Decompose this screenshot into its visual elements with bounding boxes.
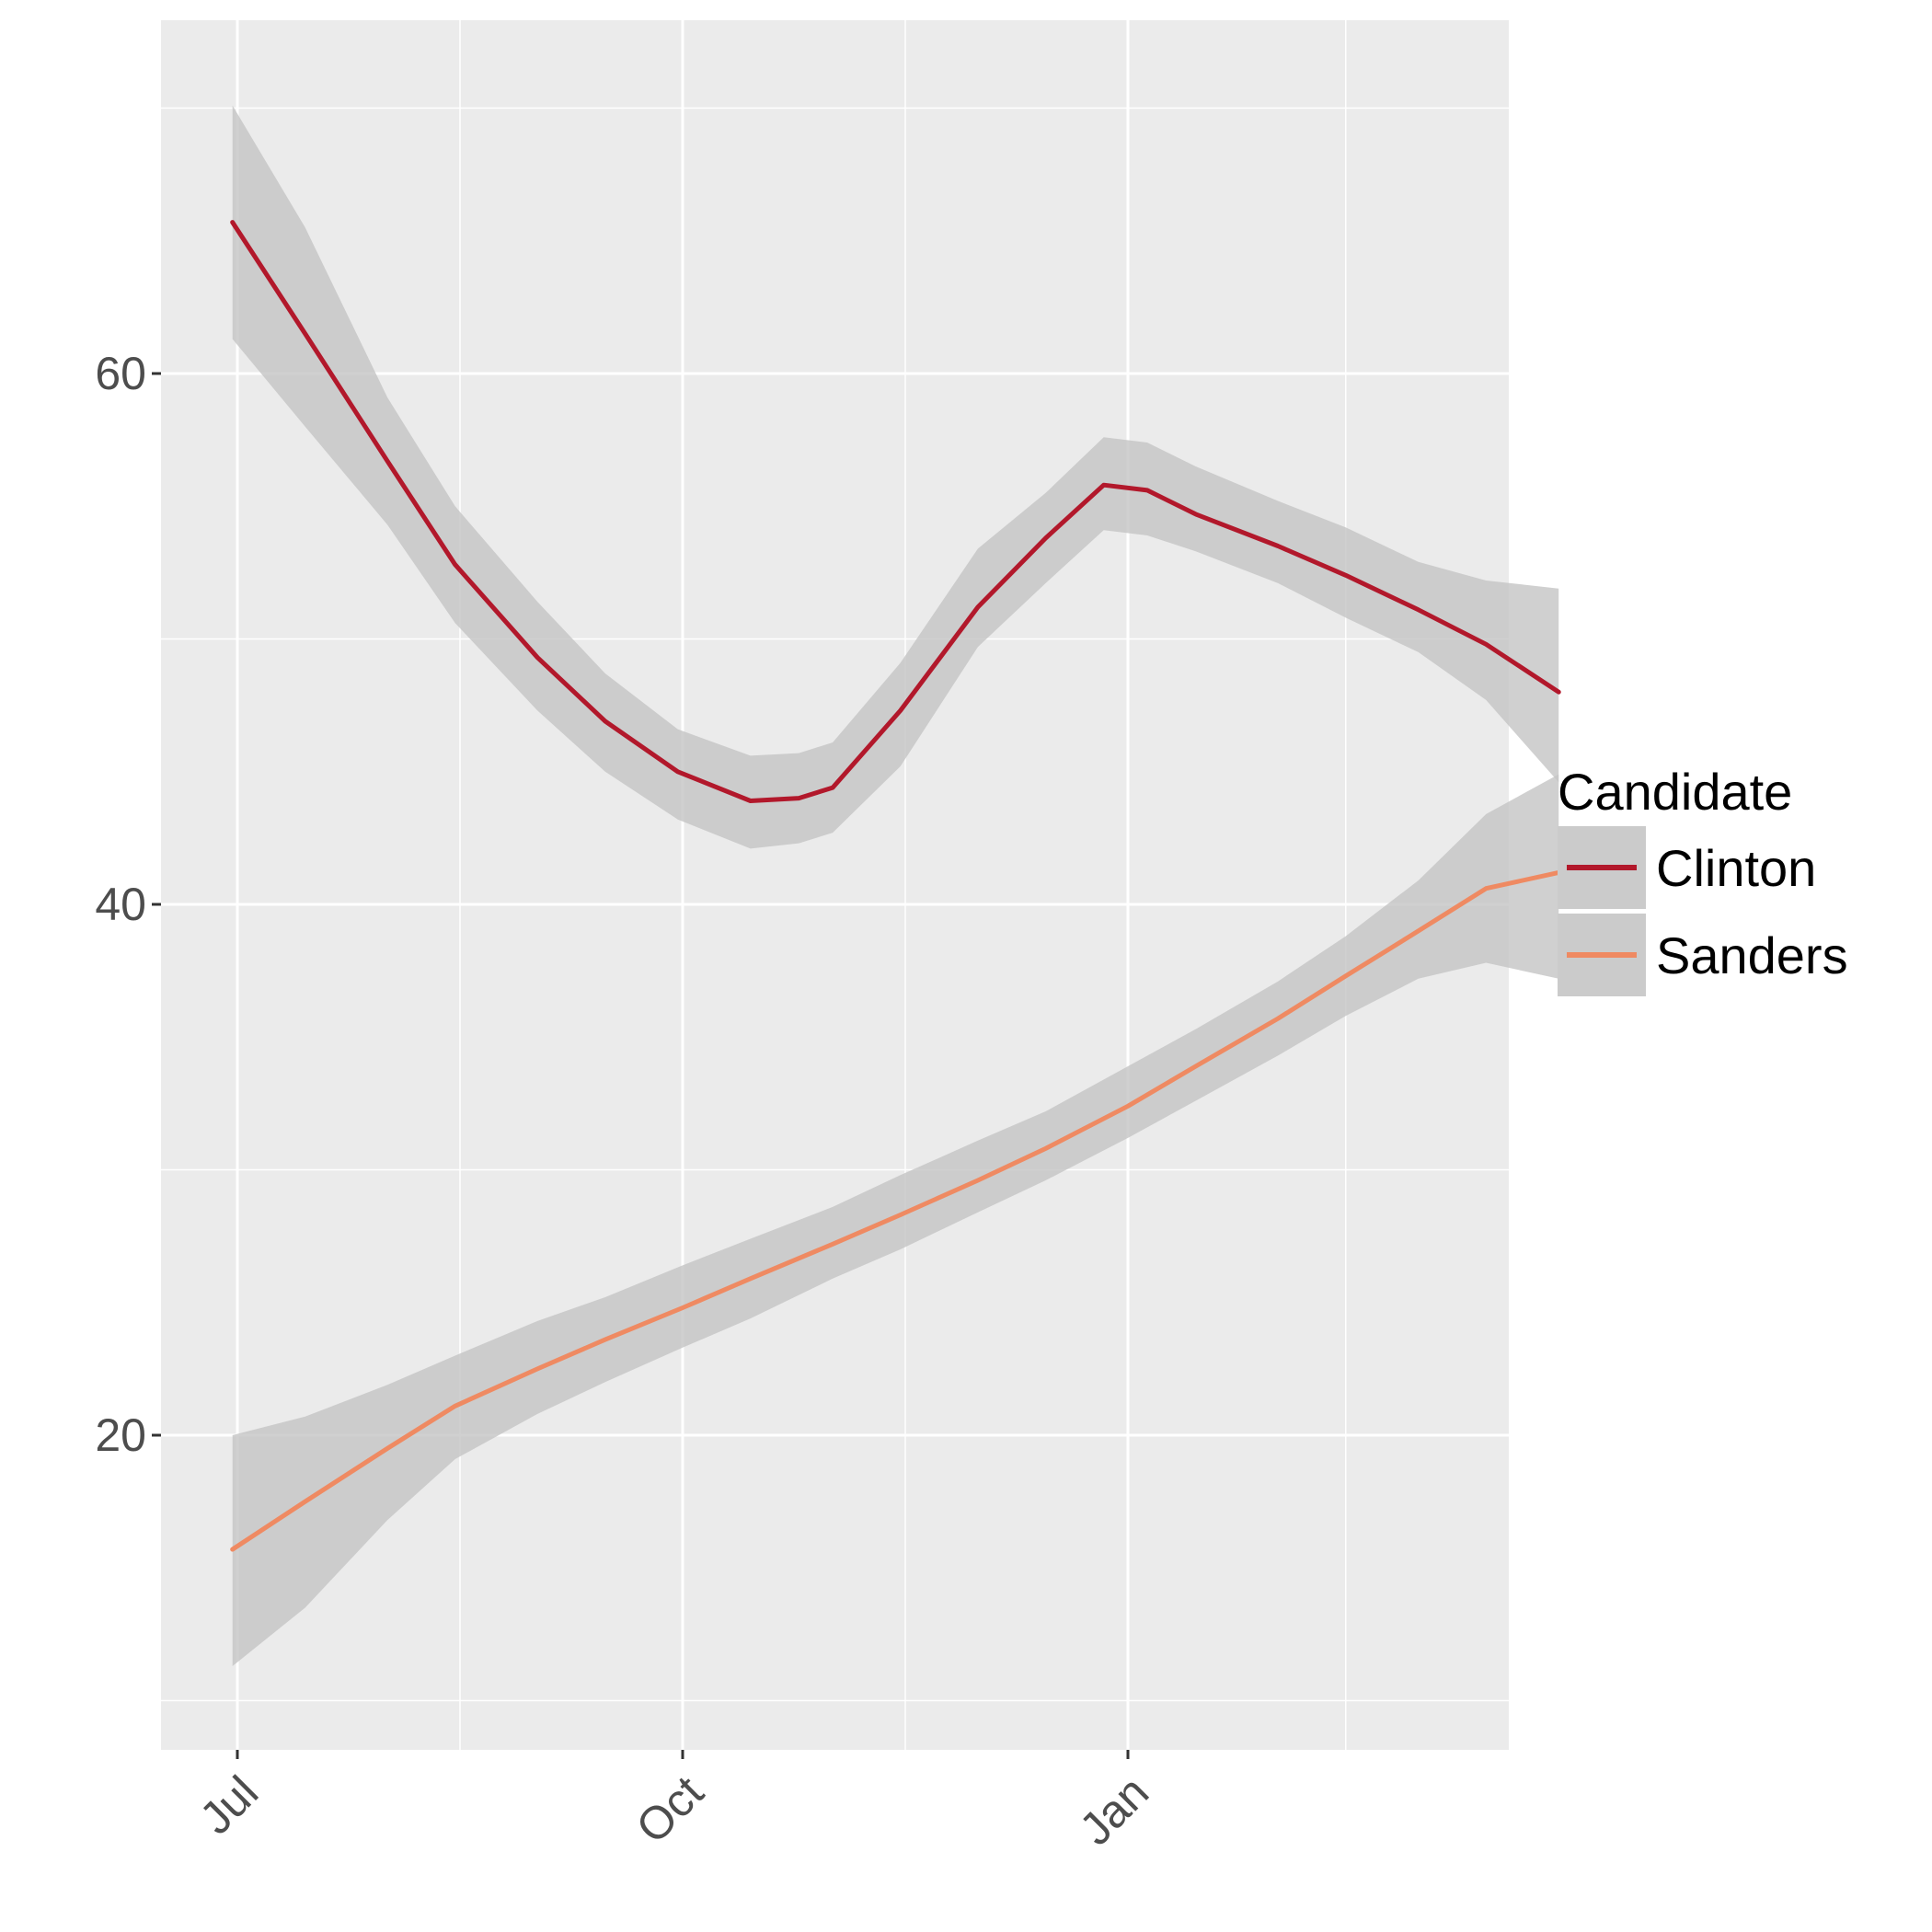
ribbon-sanders bbox=[232, 774, 1559, 1666]
x-tick-label: Oct bbox=[627, 1766, 714, 1854]
series-lines bbox=[230, 220, 1561, 1552]
minor-gridlines-y bbox=[161, 107, 1509, 1702]
series-line-clinton bbox=[230, 220, 1561, 803]
y-tick-label: 60 bbox=[95, 348, 146, 399]
x-tick-label: Jan bbox=[1070, 1766, 1159, 1856]
minor-gridlines-x bbox=[459, 20, 1347, 1750]
legend: Candidate Clinton Sanders bbox=[1558, 763, 1848, 996]
confidence-ribbons bbox=[232, 105, 1559, 1666]
y-tick-label: 40 bbox=[95, 879, 146, 930]
ribbon-clinton bbox=[232, 105, 1559, 849]
series-line-sanders bbox=[230, 869, 1561, 1552]
y-axis: 20 40 60 bbox=[95, 348, 161, 1461]
legend-label-clinton: Clinton bbox=[1656, 839, 1816, 897]
legend-title: Candidate bbox=[1558, 763, 1792, 821]
y-tick-label: 20 bbox=[95, 1409, 146, 1461]
legend-label-sanders: Sanders bbox=[1656, 926, 1848, 984]
legend-entry-clinton: Clinton bbox=[1558, 826, 1816, 909]
legend-entry-sanders: Sanders bbox=[1558, 914, 1848, 996]
x-tick-label: Jul bbox=[190, 1766, 268, 1845]
x-axis: Jul Oct Jan bbox=[190, 1750, 1158, 1855]
